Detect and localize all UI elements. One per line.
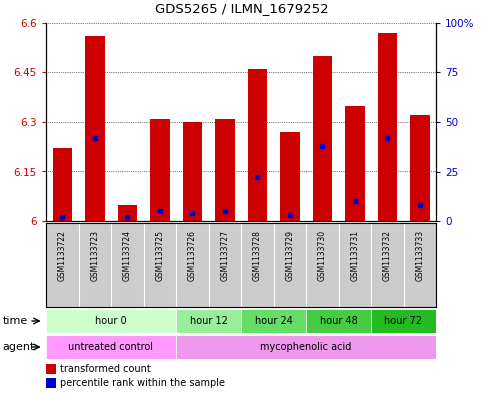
Text: GSM1133731: GSM1133731 [350,230,359,281]
Text: GSM1133729: GSM1133729 [285,230,294,281]
Text: GSM1133727: GSM1133727 [220,230,229,281]
Text: mycophenolic acid: mycophenolic acid [260,342,352,352]
Text: GDS5265 / ILMN_1679252: GDS5265 / ILMN_1679252 [155,2,328,15]
Text: agent: agent [2,342,35,352]
Bar [46,309,176,333]
Text: GSM1133730: GSM1133730 [318,230,327,281]
Text: GSM1133733: GSM1133733 [415,230,424,281]
Bar [53,149,72,221]
Text: percentile rank within the sample: percentile rank within the sample [59,378,225,388]
Bar [306,309,371,333]
Bar [46,364,56,374]
Bar [215,119,235,221]
Bar [176,335,436,359]
Text: hour 0: hour 0 [95,316,127,326]
Bar [150,119,170,221]
Text: GSM1133726: GSM1133726 [188,230,197,281]
Text: untreated control: untreated control [69,342,154,352]
Text: GSM1133724: GSM1133724 [123,230,132,281]
Text: transformed count: transformed count [59,364,150,374]
Text: GSM1133723: GSM1133723 [90,230,99,281]
Bar [410,116,429,221]
Text: GSM1133732: GSM1133732 [383,230,392,281]
Text: hour 24: hour 24 [255,316,292,326]
Bar [345,105,365,221]
Text: GSM1133725: GSM1133725 [155,230,164,281]
Text: time: time [2,316,28,326]
Bar [313,56,332,221]
Bar [378,33,397,221]
Bar [85,36,104,221]
Bar [371,309,436,333]
Text: hour 48: hour 48 [320,316,357,326]
Bar [176,309,241,333]
Text: hour 72: hour 72 [384,316,423,326]
Text: hour 12: hour 12 [189,316,227,326]
Bar [117,204,137,221]
Text: GSM1133722: GSM1133722 [58,230,67,281]
Bar [46,378,56,387]
Bar [241,309,306,333]
Bar [280,132,299,221]
Bar [46,335,176,359]
Bar [247,69,267,221]
Text: GSM1133728: GSM1133728 [253,230,262,281]
Bar [183,122,202,221]
